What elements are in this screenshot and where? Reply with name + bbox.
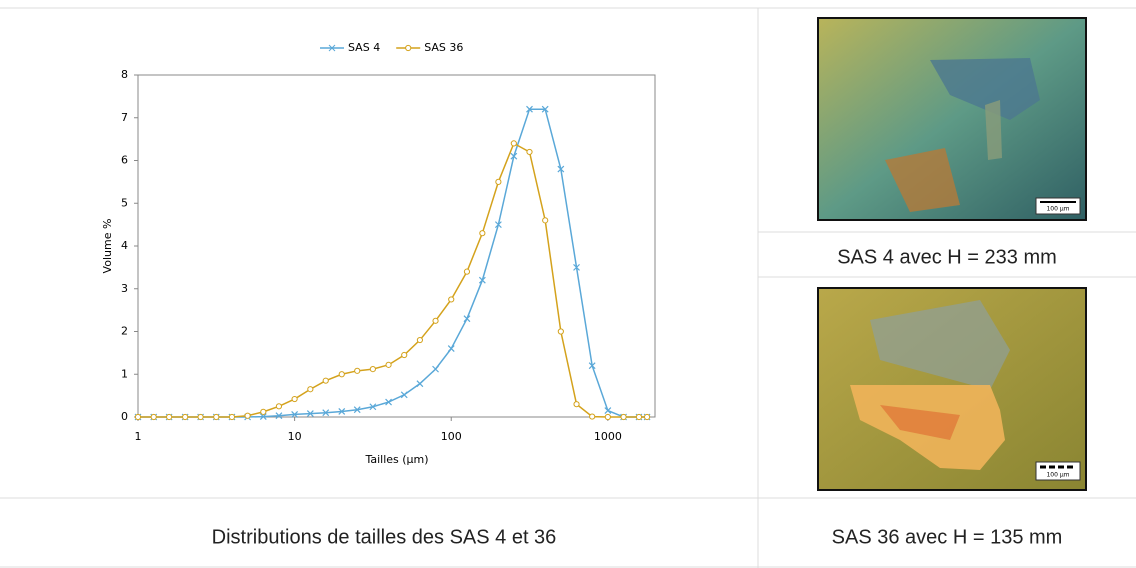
marker xyxy=(338,371,345,378)
marker xyxy=(541,105,549,113)
marker xyxy=(588,362,596,370)
marker xyxy=(275,403,283,410)
marker xyxy=(526,105,533,113)
marker xyxy=(228,413,236,421)
marker xyxy=(385,398,392,406)
legend-label: SAS 36 xyxy=(424,41,463,54)
marker xyxy=(643,413,651,421)
marker xyxy=(526,148,533,156)
y-tick-label: 1 xyxy=(121,367,128,380)
marker xyxy=(244,412,251,419)
marker xyxy=(182,413,189,421)
marker xyxy=(510,140,517,147)
marker xyxy=(494,221,502,229)
marker xyxy=(604,407,612,415)
caption: SAS 36 avec H = 135 mm xyxy=(832,526,1063,548)
y-tick-label: 2 xyxy=(121,325,128,338)
marker xyxy=(401,351,408,359)
x-tick-label: 1000 xyxy=(594,430,622,443)
marker xyxy=(322,409,330,417)
marker xyxy=(447,345,455,353)
marker xyxy=(353,406,361,414)
legend-marker xyxy=(405,44,412,52)
marker xyxy=(478,276,486,284)
marker xyxy=(432,317,439,324)
marker xyxy=(354,367,361,374)
series-line xyxy=(138,108,648,418)
marker xyxy=(134,413,142,421)
marker xyxy=(495,178,502,185)
y-tick-label: 4 xyxy=(121,239,128,252)
legend-label: SAS 4 xyxy=(348,41,380,54)
marker xyxy=(275,412,283,420)
marker xyxy=(369,403,377,411)
plot-frame xyxy=(137,74,656,418)
y-tick-label: 8 xyxy=(121,68,128,81)
marker xyxy=(338,408,346,415)
scale-label: 100 µm xyxy=(1046,472,1069,479)
x-tick-label: 1 xyxy=(135,430,142,443)
x-tick-label: 100 xyxy=(441,430,462,443)
caption: Distributions de tailles des SAS 4 et 36 xyxy=(212,526,557,548)
marker xyxy=(479,230,486,237)
marker xyxy=(635,413,643,421)
marker xyxy=(291,395,298,403)
marker xyxy=(291,411,299,418)
x-tick-label: 10 xyxy=(288,430,302,443)
series-line xyxy=(138,142,648,418)
marker xyxy=(542,217,549,224)
marker xyxy=(463,268,471,275)
marker xyxy=(306,410,314,418)
marker xyxy=(573,401,580,408)
marker xyxy=(400,391,408,399)
marker xyxy=(213,413,220,421)
marker xyxy=(573,263,580,271)
marker xyxy=(369,366,376,373)
series xyxy=(134,105,651,421)
marker xyxy=(260,408,267,415)
marker xyxy=(385,361,392,368)
marker xyxy=(150,413,157,421)
marker xyxy=(197,413,204,421)
y-tick-label: 6 xyxy=(121,154,128,167)
marker xyxy=(620,413,627,421)
marker xyxy=(557,328,564,335)
y-tick-label: 0 xyxy=(121,410,128,423)
marker xyxy=(463,315,471,323)
caption: SAS 4 avec H = 233 mm xyxy=(837,246,1057,268)
legend-marker xyxy=(328,44,336,52)
marker xyxy=(510,152,518,160)
marker xyxy=(416,380,424,388)
y-tick-label: 3 xyxy=(121,282,128,295)
series xyxy=(134,140,651,421)
marker xyxy=(416,336,424,344)
marker xyxy=(557,165,565,173)
marker xyxy=(259,413,267,420)
legend: SAS 4 SAS 36 xyxy=(320,41,463,54)
marker xyxy=(604,413,611,421)
photo-1: 100 µm xyxy=(817,17,1087,221)
scale-label: 100 µm xyxy=(1046,206,1069,213)
y-axis-label: Volume % xyxy=(101,219,114,274)
marker xyxy=(448,296,455,303)
y-tick-label: 7 xyxy=(121,111,128,124)
marker xyxy=(307,386,314,393)
marker xyxy=(166,413,173,421)
y-tick-label: 5 xyxy=(121,196,128,209)
marker xyxy=(322,377,329,384)
marker xyxy=(432,365,439,373)
photo-2: 100 µm xyxy=(817,287,1087,491)
x-axis-label: Tailles (µm) xyxy=(364,453,428,466)
marker xyxy=(589,413,596,420)
